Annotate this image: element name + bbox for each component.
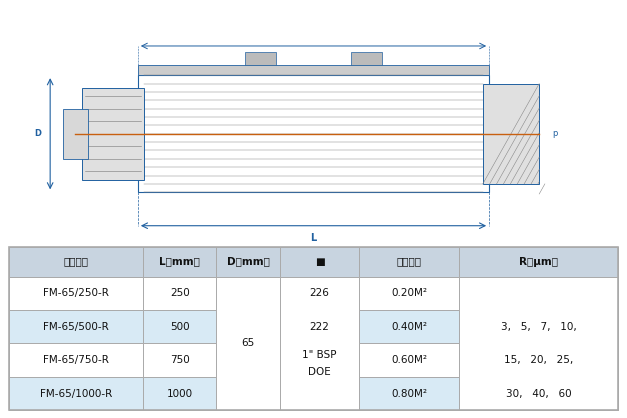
Bar [359, 377, 460, 410]
Text: D（mm）: D（mm） [227, 257, 270, 267]
Text: FM-65/750-R: FM-65/750-R [43, 355, 109, 365]
Text: R（μm）: R（μm） [519, 257, 558, 267]
Bar [280, 247, 359, 277]
Bar [280, 377, 359, 410]
Bar [483, 84, 539, 184]
Bar [460, 344, 618, 377]
Text: 1000: 1000 [167, 389, 192, 399]
Text: L（mm）: L（mm） [159, 257, 200, 267]
Bar [280, 310, 359, 344]
Text: FM-65/250-R: FM-65/250-R [43, 288, 109, 298]
Bar [9, 247, 143, 277]
Bar [280, 277, 359, 310]
Bar [351, 52, 382, 65]
Bar [216, 344, 280, 377]
Bar [359, 377, 460, 410]
Bar [143, 344, 216, 377]
Bar [359, 344, 460, 377]
Bar [82, 88, 144, 180]
Bar [9, 344, 143, 377]
Text: 0.40M²: 0.40M² [391, 322, 427, 332]
Bar [359, 277, 460, 310]
Bar [9, 277, 143, 310]
Text: FM-65/1000-R: FM-65/1000-R [40, 389, 112, 399]
Bar [9, 377, 143, 410]
Bar [216, 247, 280, 277]
Bar [359, 247, 460, 277]
Text: 规格型号: 规格型号 [64, 257, 89, 267]
Bar [460, 310, 618, 344]
Text: FM-65/500-R: FM-65/500-R [43, 322, 109, 332]
Text: p: p [552, 129, 557, 138]
Bar [9, 310, 143, 344]
Bar [138, 65, 489, 75]
Text: 15,   20,   25,: 15, 20, 25, [504, 355, 573, 365]
Text: 500: 500 [170, 322, 189, 332]
Text: 250: 250 [170, 288, 189, 298]
Bar [460, 277, 618, 310]
Bar [245, 52, 276, 65]
Text: 0.80M²: 0.80M² [391, 389, 427, 399]
Text: 222: 222 [310, 322, 330, 332]
Bar [359, 310, 460, 344]
Text: 0.60M²: 0.60M² [391, 355, 427, 365]
Bar [460, 247, 618, 277]
Text: ■: ■ [315, 257, 324, 267]
Bar [460, 377, 618, 410]
Bar [280, 344, 359, 377]
Bar [143, 377, 216, 410]
Bar [359, 310, 460, 344]
Bar [216, 277, 280, 410]
Text: 过滤面积: 过滤面积 [397, 257, 422, 267]
Bar [216, 277, 280, 310]
Text: 30,   40,   60: 30, 40, 60 [506, 389, 571, 399]
Bar [138, 75, 489, 192]
Text: 226: 226 [310, 288, 330, 298]
Text: L: L [310, 233, 317, 243]
Text: 750: 750 [170, 355, 189, 365]
Bar [280, 277, 359, 410]
Bar [216, 377, 280, 410]
Text: 65: 65 [241, 339, 255, 349]
Text: 3,   5,   7,   10,: 3, 5, 7, 10, [500, 322, 576, 332]
Text: DOE: DOE [308, 367, 331, 377]
Bar [143, 277, 216, 310]
Text: D: D [34, 129, 41, 138]
Bar [143, 310, 216, 344]
Bar [63, 109, 88, 159]
Text: 1" BSP: 1" BSP [302, 350, 337, 360]
Bar [143, 247, 216, 277]
Bar [460, 277, 618, 410]
Bar [216, 310, 280, 344]
Text: 0.20M²: 0.20M² [391, 288, 427, 298]
